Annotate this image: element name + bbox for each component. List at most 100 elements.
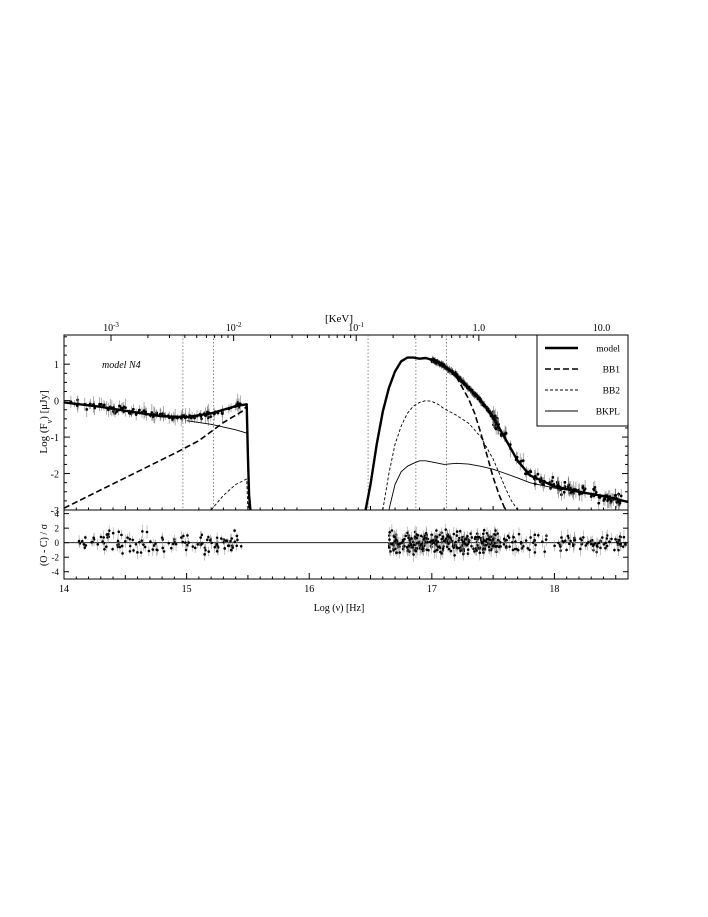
residual-point [434,539,438,542]
residual-point [224,539,228,542]
optical-data-point [200,417,203,421]
residual-point [578,547,582,551]
residual-point [185,543,189,547]
residual-point [203,553,206,556]
y-axis-tick-label: -2 [51,470,59,481]
xray-data-point [536,472,540,476]
residual-point [184,541,187,544]
residual-point [173,538,176,541]
xray-data-point [589,495,593,498]
residual-point [235,534,239,538]
residual-point [513,547,517,551]
residual-point [414,535,417,539]
residual-point [466,548,470,551]
residual-point [111,531,115,535]
residual-point [412,543,416,547]
residual-point [510,540,514,544]
x-axis-tick-label: 18 [549,584,559,595]
residual-point [447,547,451,551]
residual-point [392,535,396,538]
residual-point [121,552,124,555]
residual-y-tick-label: 2 [55,524,60,534]
residual-y-tick-label: 4 [55,509,60,519]
residual-panel: 14 15 16 17 18 4 2 0 -2 -4 (O - C) / σ Log (ν) [H… [39,506,629,614]
residual-y-tick-label: -2 [52,553,60,563]
residual-point [239,544,243,548]
residual-point [605,537,609,540]
residual-y-tick-label: 0 [55,538,60,548]
residual-point [426,540,429,544]
residual-point [107,532,110,536]
residual-point [563,539,567,543]
residual-point [458,529,462,533]
residual-point [482,528,486,532]
residual-point [396,542,400,546]
x-axis-tick-label: 16 [304,584,314,595]
residual-point [545,534,548,538]
x-axis-tick-label: 14 [59,584,69,595]
residual-point [387,534,391,537]
residual-point [469,532,473,535]
residual-point [99,535,103,539]
residual-point [90,541,93,544]
residual-point [193,546,197,550]
residual-point [388,531,392,534]
residual-point [406,531,409,535]
residual-point [402,545,405,548]
residual-point [442,539,446,543]
residual-point [462,547,465,551]
residual-point [411,546,414,549]
residual-point [605,544,609,548]
residual-point [104,545,108,549]
residual-point [604,546,607,550]
residual-point [140,539,144,542]
residual-point [231,546,235,549]
residual-point [407,536,410,540]
residual-point [409,543,413,547]
residual-point [401,547,405,551]
residual-point [103,547,106,551]
residual-point [565,548,568,552]
residual-point [395,551,398,554]
residual-point [167,541,171,545]
residual-point [614,537,617,541]
residual-point [589,542,593,546]
residual-point [389,550,392,553]
residual-point [152,544,156,547]
residual-point [470,544,473,548]
y-axis-tick-label: 0 [54,397,59,408]
residual-point [398,551,402,554]
residual-point [387,546,391,549]
residual-point [392,549,395,552]
residual-point [436,545,440,549]
residual-point [459,549,462,553]
xray-data-point [493,414,497,418]
residual-point [229,539,232,543]
residual-point [128,537,132,541]
legend-label-bb1: BB1 [603,366,621,376]
residual-point [514,540,517,543]
residual-point [425,548,429,552]
residual-point [215,550,219,553]
xray-data-point [563,480,567,484]
xray-data-point [592,488,596,492]
residual-point [553,544,556,548]
xray-data-point [581,486,585,489]
residual-point [605,534,609,537]
residual-point [424,531,428,535]
optical-data-point [209,415,213,419]
residual-point [132,549,135,552]
residual-point [174,542,178,546]
y-axis-tick-label: 1 [54,360,59,371]
residual-point [169,546,173,550]
residual-point [407,544,411,548]
residual-point [493,541,496,545]
residual-point [467,540,471,544]
residual-point [462,540,466,544]
xray-data-point [597,501,601,505]
residual-point [216,545,220,548]
residual-point [476,535,479,539]
residual-point [184,548,188,552]
xray-data-point [578,492,581,496]
top-axis-label: [KeV] [325,313,353,325]
